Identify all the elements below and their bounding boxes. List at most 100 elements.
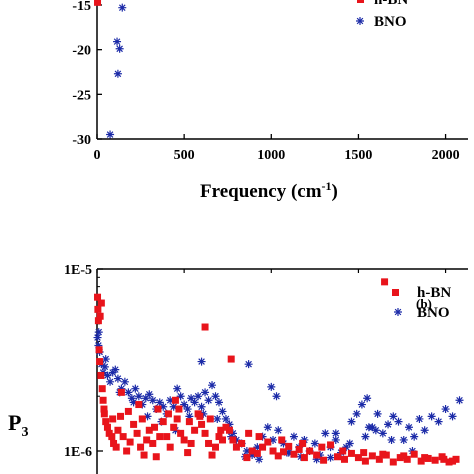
point-h-bn	[232, 443, 240, 451]
point-h-bn	[126, 438, 134, 446]
point-h-bn	[198, 420, 206, 428]
legend-hbn-marker	[357, 0, 364, 3]
point-bno	[410, 432, 419, 441]
point-bno	[253, 443, 262, 452]
x-axis-label-close: )	[332, 181, 338, 202]
point-h-bn	[185, 418, 193, 426]
point-bno	[213, 414, 222, 423]
point-h-bn	[110, 439, 118, 447]
point-h-bn	[175, 405, 183, 413]
point-bno	[272, 392, 281, 401]
point-bno	[211, 392, 220, 401]
point-h-bn	[103, 423, 111, 431]
point-bno	[404, 423, 413, 432]
point-h-bn	[431, 456, 439, 464]
point-bno	[300, 435, 309, 444]
point-h-bn	[145, 426, 153, 434]
point-bno	[204, 396, 213, 405]
point-bno	[352, 409, 361, 418]
point-h-bn	[285, 442, 293, 450]
point-bno	[321, 429, 330, 438]
point-h-bn	[340, 455, 348, 463]
point-h-bn	[97, 371, 105, 379]
point-bno	[345, 439, 354, 448]
point-bno	[93, 333, 102, 342]
point-h-bn	[102, 418, 110, 426]
point-bno	[113, 374, 122, 383]
point-h-bn	[248, 447, 256, 455]
point-bno	[106, 377, 115, 386]
point-h-bn	[264, 438, 272, 446]
point-bno	[131, 384, 140, 393]
point-h-bn	[94, 293, 102, 301]
legend-hbn-label: h-BN	[374, 0, 408, 8]
x-axis-label: Frequency (cm-1)	[200, 179, 338, 202]
bottom-legend: h-BN BNO (b)	[392, 285, 451, 321]
point-h-bn	[306, 447, 314, 455]
point-bno	[183, 405, 192, 414]
point-h-bn	[123, 447, 131, 455]
point-h-bn	[347, 449, 355, 457]
point-bno	[441, 405, 450, 414]
point-bno	[364, 423, 373, 432]
point-bno	[384, 420, 393, 429]
top-y-tick-label: -20	[72, 44, 91, 59]
point-h-bn	[164, 410, 172, 418]
point-h-bn	[295, 445, 303, 453]
point-bno	[361, 432, 370, 441]
point-bno	[420, 426, 429, 435]
point-h-bn	[205, 439, 213, 447]
bottom-data-points	[93, 278, 464, 466]
top-y-tick-label: -30	[72, 133, 91, 148]
point-bno	[94, 341, 103, 350]
top-axes: -15 -20 -25 -300 500 1000 1500 2000	[72, 0, 468, 163]
point-h-bn	[299, 439, 307, 447]
top-x-tick-label: 1000	[257, 148, 285, 163]
point-bno	[187, 394, 196, 403]
point-bno	[373, 409, 382, 418]
point-bno	[289, 432, 298, 441]
point-bno	[255, 455, 264, 464]
point-bno	[166, 396, 175, 405]
y-axis-label: P3	[8, 410, 28, 440]
point-h-bn	[253, 449, 261, 457]
point-bno	[124, 388, 133, 397]
point-h-bn	[320, 456, 328, 464]
point-bno	[129, 398, 138, 407]
point-h-bn	[173, 415, 181, 423]
top-x-tick-label: 1500	[344, 148, 372, 163]
point-bno	[363, 394, 372, 403]
point-bno	[197, 357, 206, 366]
point-h-bn	[327, 441, 335, 449]
x-axis-label-text: Frequency (cm	[200, 181, 322, 202]
point-h-bn	[217, 426, 225, 434]
point-h-bn	[166, 443, 174, 451]
top-legend: h-BN BNO	[356, 0, 408, 30]
point-h-bn	[274, 452, 282, 460]
point-h-bn	[381, 278, 389, 286]
point-h-bn	[187, 439, 195, 447]
top-panel: -15 -20 -25 -300 500 1000 1500 2000 h-BN BNO Fr…	[72, 0, 468, 202]
point-bno	[221, 414, 230, 423]
point-bno	[415, 414, 424, 423]
point-h-bn	[375, 455, 383, 463]
point-h-bn	[114, 426, 122, 434]
point-h-bn	[400, 452, 408, 460]
legend-bno-symbol	[394, 308, 402, 316]
point-h-bn	[152, 453, 160, 461]
point-bno	[127, 394, 136, 403]
point-bno	[106, 130, 115, 139]
point-bno	[190, 398, 199, 407]
point-h-bn	[208, 451, 216, 459]
point-bno	[208, 381, 217, 390]
point-h-bn	[140, 451, 148, 459]
point-bno	[312, 455, 321, 464]
point-bno	[197, 402, 206, 411]
point-bno	[378, 429, 387, 438]
point-h-bn	[218, 436, 226, 444]
point-bno	[331, 429, 340, 438]
point-h-bn	[361, 457, 369, 465]
point-h-bn	[149, 439, 157, 447]
top-x-tick-label: 2000	[432, 148, 460, 163]
point-h-bn	[225, 426, 233, 434]
